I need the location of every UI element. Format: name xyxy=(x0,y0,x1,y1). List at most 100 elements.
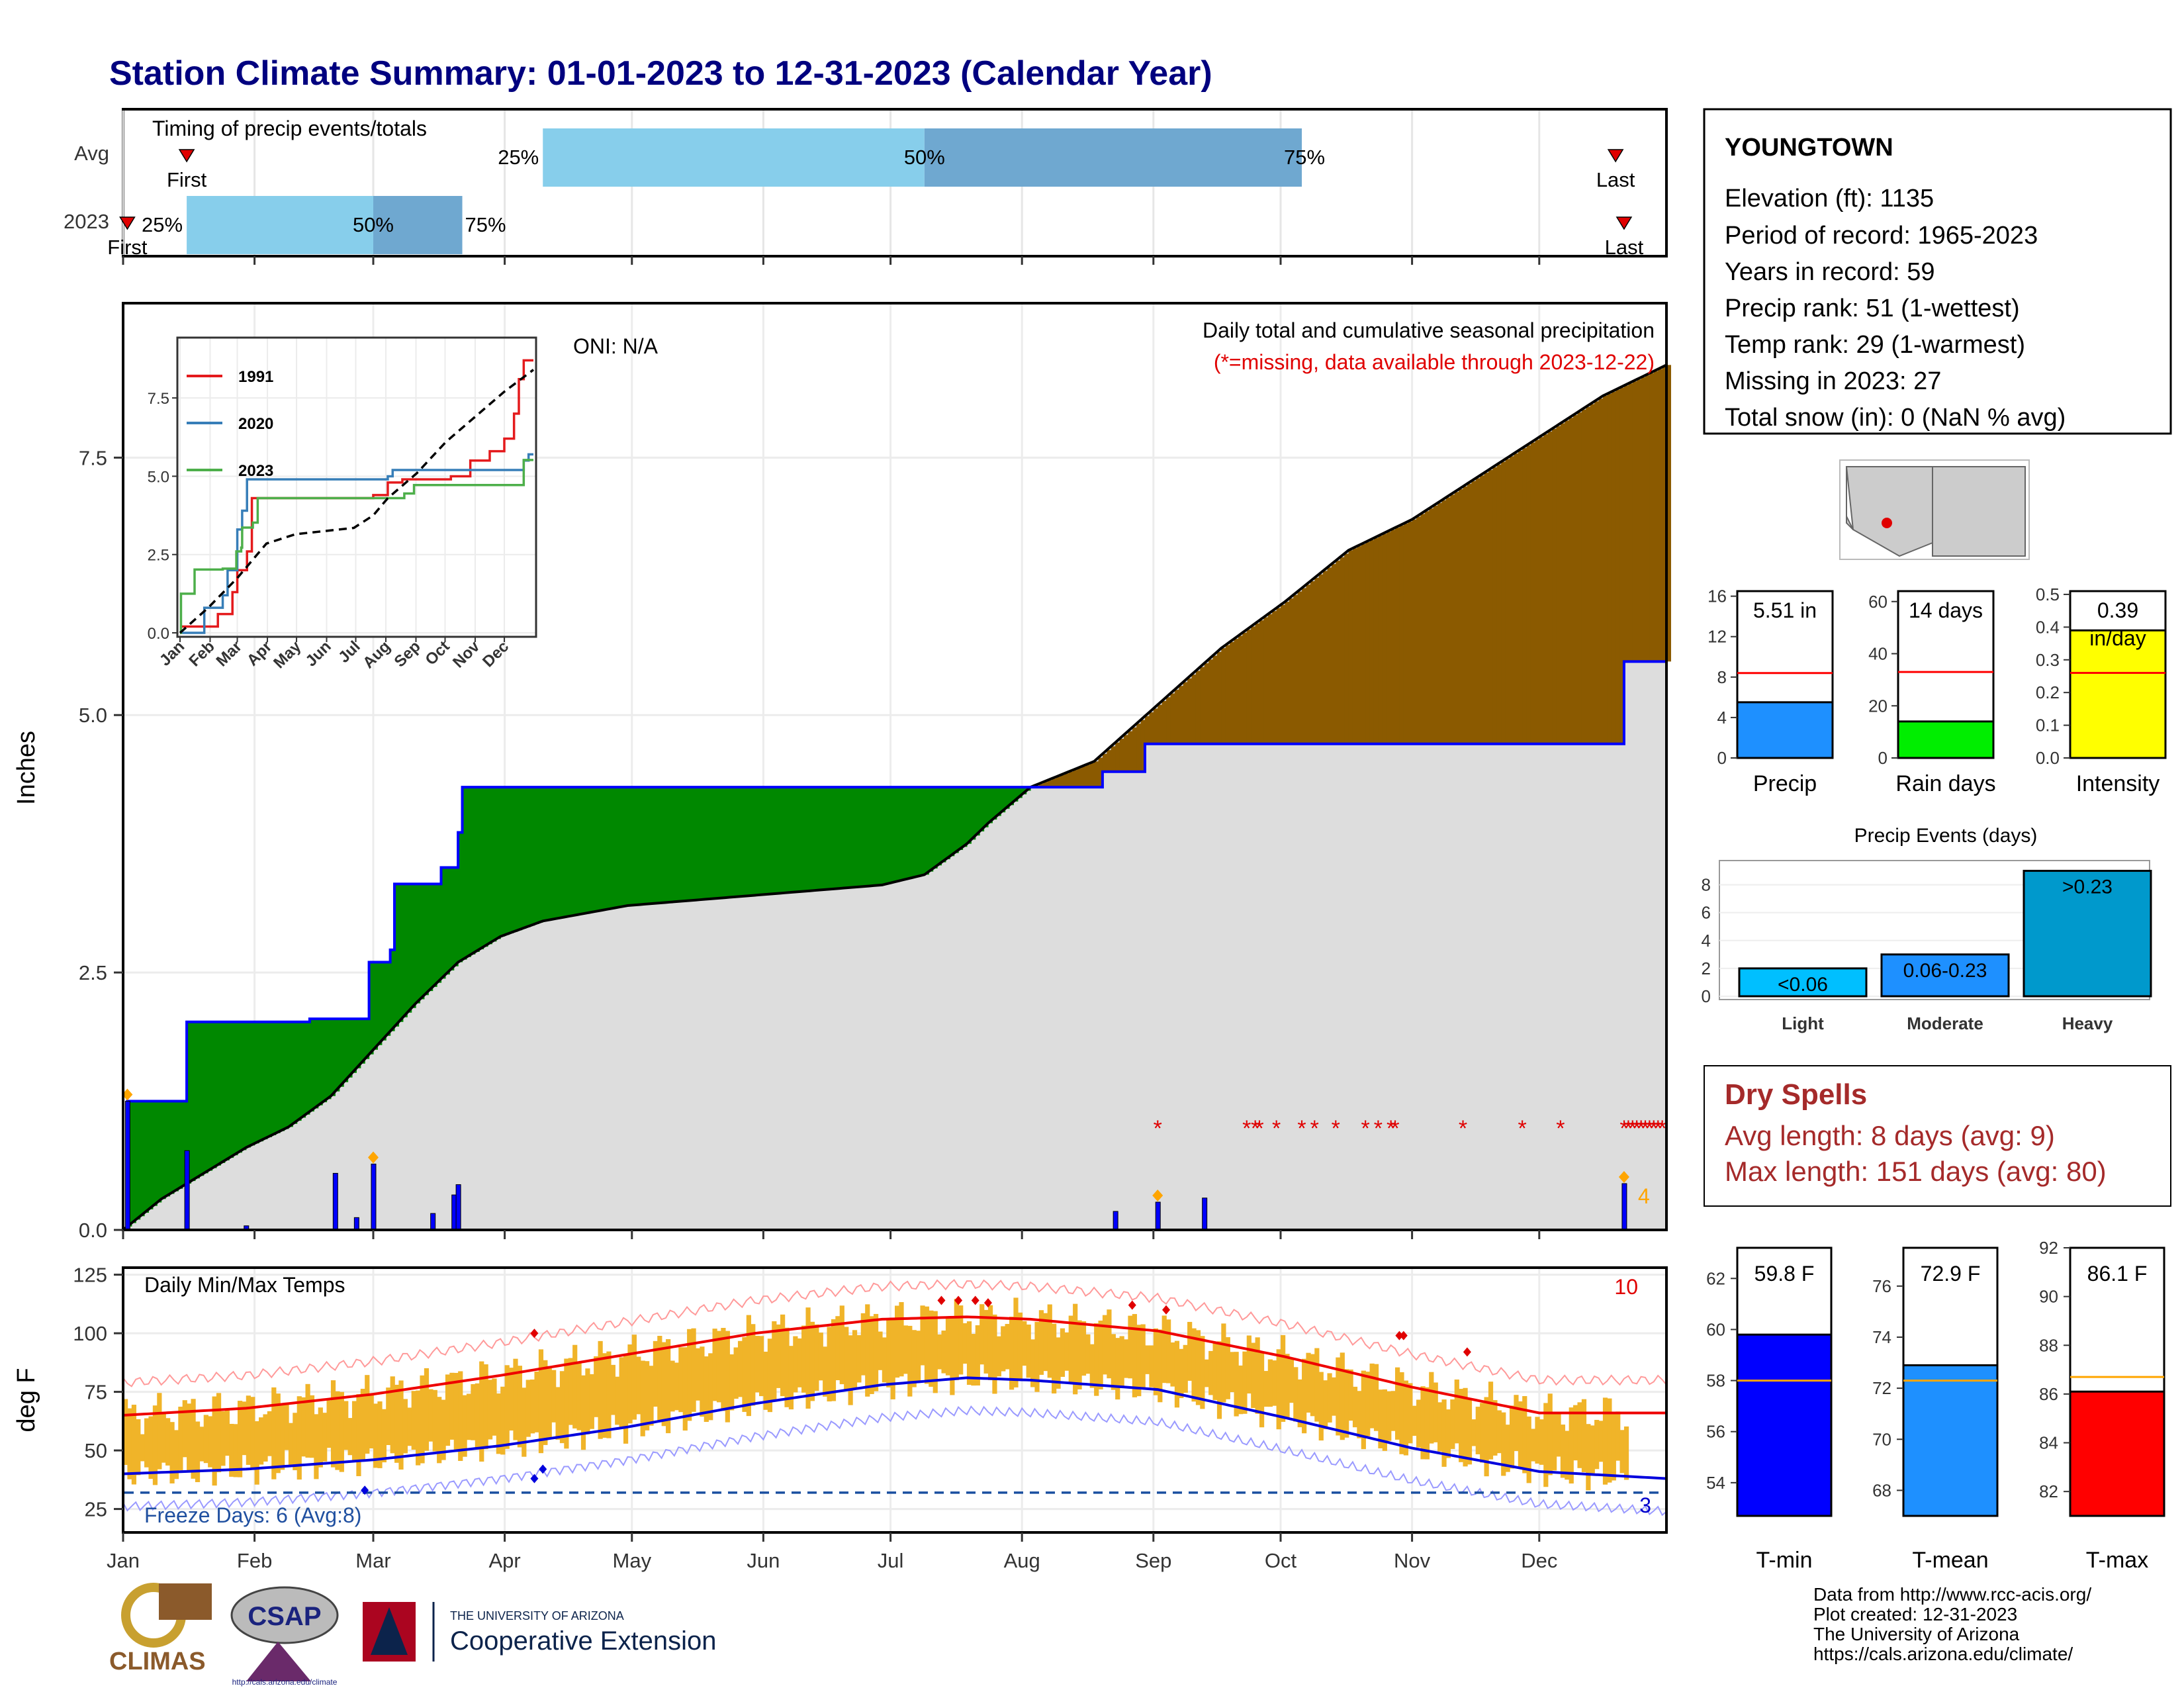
temp-daily-range-bar xyxy=(475,1383,480,1450)
temp-daily-range-bar xyxy=(500,1386,506,1455)
map-station-dot xyxy=(1882,518,1892,528)
precip-missing-star: * xyxy=(1251,1116,1259,1141)
temp-daily-range-bar xyxy=(280,1403,285,1470)
precip-below-avg-fill xyxy=(1158,704,1163,744)
precip-above-avg-fill xyxy=(631,787,637,906)
precip-above-avg-fill xyxy=(343,1019,349,1082)
temp-daily-range-bar xyxy=(1123,1339,1129,1378)
station-years: Years in record: 59 xyxy=(1725,258,1935,286)
precip-below-avg-fill xyxy=(1081,767,1086,788)
precip-above-avg-fill xyxy=(178,1101,183,1189)
precip-missing-star: * xyxy=(1518,1116,1527,1141)
temp-record-high-marker xyxy=(954,1295,963,1305)
events-category-1: Moderate xyxy=(1907,1013,1983,1033)
precip-above-avg-fill xyxy=(848,787,853,888)
temp-daily-range-bar xyxy=(1437,1402,1443,1452)
precip-above-avg-fill xyxy=(322,1019,328,1103)
precip-below-avg-fill xyxy=(1191,675,1197,744)
precip-above-avg-fill xyxy=(216,1021,221,1166)
oni-label: ONI: N/A xyxy=(573,334,659,358)
precip-below-avg-fill xyxy=(1225,645,1230,744)
precip-daily-bar xyxy=(455,1184,461,1231)
precip-below-avg-fill xyxy=(1344,553,1349,744)
temp-daily-range-bar xyxy=(1327,1373,1332,1423)
precip-above-avg-fill xyxy=(351,1019,357,1073)
temp-daily-range-bar xyxy=(441,1399,446,1460)
precip-above-avg-fill xyxy=(712,787,717,899)
precip-above-avg-fill xyxy=(865,787,870,886)
precip-daily-bar xyxy=(332,1172,338,1231)
temp-daily-range-bar xyxy=(1297,1379,1302,1428)
temp-daily-range-bar xyxy=(259,1417,264,1465)
timing-row-label-2023: 2023 xyxy=(64,210,109,233)
precip-above-avg-fill xyxy=(543,787,548,921)
temp-stat-tick-label: 92 xyxy=(2039,1238,2058,1258)
precip-missing-star: * xyxy=(1242,1116,1251,1141)
temp-daily-range-bar xyxy=(466,1393,472,1440)
temp-daily-range-bar xyxy=(1420,1386,1426,1460)
climas-logo: CLIMAS xyxy=(109,1583,212,1675)
temp-daily-range-bar xyxy=(123,1399,128,1466)
temp-daily-range-bar xyxy=(1467,1399,1473,1465)
precip-below-avg-fill xyxy=(1496,464,1502,744)
temp-daily-range-bar xyxy=(911,1330,917,1387)
temp-daily-range-bar xyxy=(182,1400,187,1458)
temp-daily-range-bar xyxy=(1255,1337,1260,1414)
temp-daily-range-bar xyxy=(1403,1380,1408,1456)
precip-missing-star: * xyxy=(1641,1116,1649,1141)
temp-daily-range-bar xyxy=(827,1327,832,1402)
csap-cloud xyxy=(230,1586,339,1644)
temp-ytick-label-3: 100 xyxy=(73,1322,107,1345)
precip-above-avg-fill xyxy=(381,962,387,1041)
temp-daily-range-bar xyxy=(742,1336,747,1412)
temp-daily-range-bar xyxy=(1331,1377,1337,1416)
precip-above-avg-fill xyxy=(250,1021,255,1146)
temp-daily-range-bar xyxy=(1463,1387,1468,1467)
precip-below-avg-fill xyxy=(1056,776,1061,788)
temp-record-high-marker xyxy=(971,1295,979,1305)
precip-above-avg-fill xyxy=(220,1021,226,1163)
precip-missing-star: * xyxy=(1628,1116,1637,1141)
precip-above-avg-fill xyxy=(929,787,934,872)
precip-above-avg-fill xyxy=(653,787,658,904)
precip-below-avg-fill xyxy=(1522,447,1527,744)
temp-daily-range-bar xyxy=(492,1378,497,1436)
precip-below-avg-fill xyxy=(1441,500,1447,744)
precip-above-avg-fill xyxy=(195,1021,200,1179)
footer-line-3: The University of Arizona xyxy=(1813,1624,2020,1644)
precip-y-axis: 0.0 2.5 5.0 7.5 xyxy=(79,446,1541,1242)
stat-bar-tick-label: 0.1 xyxy=(2036,716,2060,735)
precip-above-avg-fill xyxy=(199,1021,205,1176)
precip-above-avg-fill xyxy=(271,1021,277,1135)
precip-above-avg-fill xyxy=(674,787,679,902)
temp-daily-range-bar xyxy=(373,1403,379,1468)
temp-daily-range-bar xyxy=(1009,1317,1015,1390)
temp-xtick-label-8: Sep xyxy=(1135,1549,1171,1572)
temp-stat-category-1: T-mean xyxy=(1912,1548,1988,1573)
temp-daily-range-bar xyxy=(878,1331,883,1370)
temp-daily-range-bar xyxy=(1115,1338,1120,1400)
precip-below-avg-fill xyxy=(1454,492,1459,744)
precip-above-avg-fill xyxy=(369,962,374,1055)
stat-bar-value-label-2: 0.39 xyxy=(2097,598,2138,622)
precip-2023-line xyxy=(123,660,1666,1231)
precip-below-avg-fill xyxy=(1543,434,1549,744)
temp-daily-range-bar xyxy=(1539,1419,1545,1465)
precip-below-avg-fill xyxy=(1408,521,1413,744)
temp-daily-range-bar xyxy=(594,1356,599,1417)
temp-daily-range-bar xyxy=(1158,1329,1163,1403)
temp-daily-range-bar xyxy=(1128,1315,1133,1379)
temp-daily-range-bar xyxy=(1166,1319,1171,1383)
precip-above-avg-fill xyxy=(971,787,976,840)
precip-below-avg-fill xyxy=(1658,369,1663,662)
precip-above-avg-fill xyxy=(823,787,828,890)
temp-daily-range-bar xyxy=(144,1418,150,1468)
precip-above-avg-fill xyxy=(335,1019,340,1092)
temp-daily-range-bar xyxy=(203,1415,208,1464)
temp-daily-range-bar xyxy=(920,1305,925,1366)
temp-stat-tick-label: 56 xyxy=(1706,1422,1725,1442)
temp-daily-range-bar xyxy=(1043,1313,1048,1372)
precip-above-avg-fill xyxy=(386,962,391,1036)
precip-below-avg-fill xyxy=(1586,406,1591,744)
station-precip-rank: Precip rank: 51 (1-wettest) xyxy=(1725,295,2020,322)
